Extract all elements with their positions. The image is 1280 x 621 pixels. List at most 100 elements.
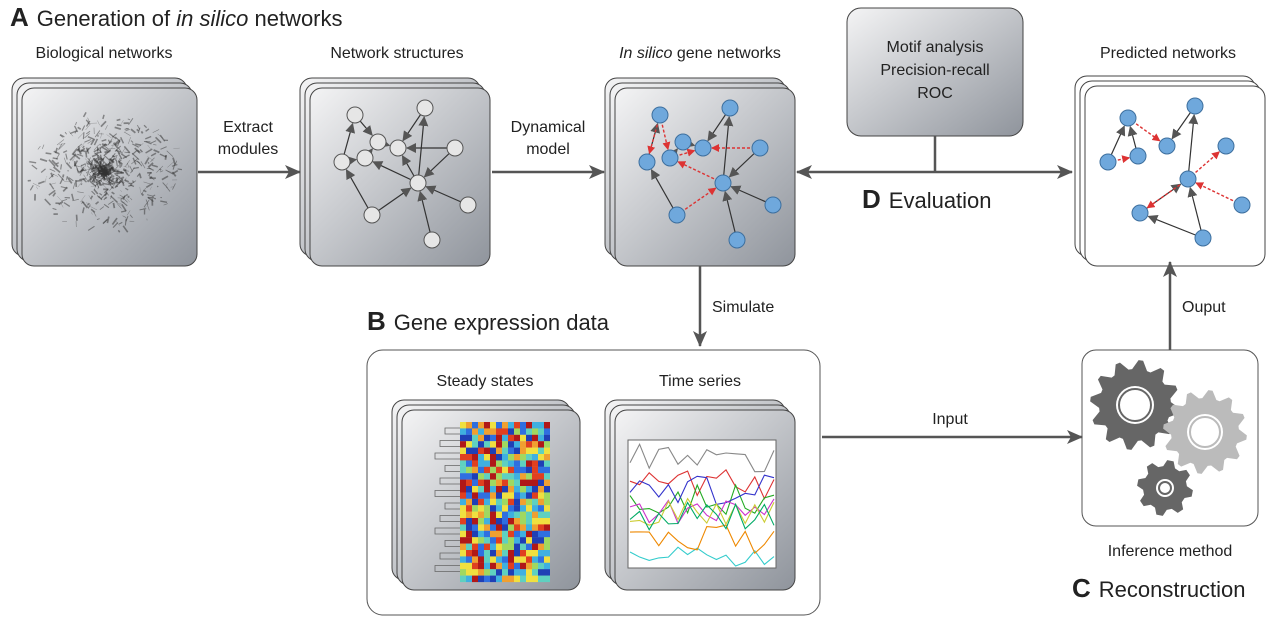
heat-cell (490, 556, 496, 563)
dendrogram (439, 552, 460, 560)
heat-cell (496, 422, 502, 429)
heat-cell (466, 537, 472, 544)
heat-cell (490, 422, 496, 429)
heat-cell (460, 524, 466, 531)
heat-cell (472, 524, 478, 531)
heat-cell (526, 518, 532, 525)
letter: D (862, 184, 881, 214)
blob (77, 191, 84, 194)
blob (97, 148, 99, 156)
blob (111, 144, 114, 147)
blob (134, 159, 141, 164)
blob (117, 171, 124, 175)
blob (90, 159, 94, 168)
heat-cell (496, 460, 502, 467)
blob (77, 181, 83, 188)
heat-cell (496, 530, 502, 538)
blob (62, 174, 65, 178)
heat-cell (472, 530, 478, 538)
blob (123, 166, 128, 168)
arrow-label: Dynamical (511, 119, 586, 136)
heat-cell (466, 479, 472, 487)
blob (172, 157, 176, 165)
heat-cell (490, 511, 496, 519)
heat-cell (496, 524, 502, 531)
blob (140, 192, 145, 197)
card (1084, 85, 1266, 267)
blob (123, 131, 131, 136)
blob (147, 156, 154, 161)
node (668, 206, 686, 224)
node (1186, 97, 1204, 115)
heat-cell (532, 550, 538, 557)
blob (49, 168, 56, 172)
edge (345, 168, 373, 216)
blob (104, 149, 112, 154)
heat-cell (508, 569, 514, 576)
edge (1187, 186, 1204, 239)
blob (82, 178, 87, 183)
blob (44, 198, 52, 206)
blob (95, 157, 101, 164)
heat-cell (538, 479, 544, 487)
blob (131, 143, 139, 148)
heat-cell (544, 447, 550, 455)
blob (68, 131, 74, 137)
heat-cell (532, 575, 538, 583)
heat-cell (508, 550, 514, 557)
panel-label: In silico gene networks (619, 45, 781, 62)
heat-cell (520, 466, 526, 474)
blob (149, 186, 152, 190)
arrow-label: model (526, 141, 570, 158)
dendrogram (444, 427, 460, 435)
blob (110, 186, 114, 189)
blob (162, 182, 168, 189)
blob (48, 189, 56, 196)
blob (104, 196, 108, 200)
heat-cell (532, 530, 538, 538)
heat-cell (508, 473, 514, 480)
heat-cell (460, 511, 466, 519)
heat-cell (532, 511, 538, 519)
blob (165, 169, 173, 174)
blob (66, 175, 73, 184)
series-line (629, 474, 775, 506)
section-d-title: D Evaluation (862, 184, 992, 214)
heat-cell (478, 524, 484, 531)
blob (65, 162, 73, 170)
blob (31, 164, 38, 170)
blob (64, 131, 67, 135)
blob (116, 124, 122, 127)
blob (139, 208, 147, 211)
heat-cell (508, 562, 514, 570)
series-line (629, 524, 775, 555)
heat-cell (538, 454, 544, 461)
metric: ROC (917, 85, 953, 102)
heat-cell (514, 498, 520, 506)
blob (48, 173, 55, 180)
card (614, 87, 796, 267)
heat-cell (472, 460, 478, 467)
blob (130, 128, 136, 134)
blob (103, 145, 110, 151)
node (694, 139, 712, 157)
heat-cell (484, 454, 490, 461)
gear-ring (1118, 388, 1152, 422)
heat-cell (508, 466, 514, 474)
blob (163, 203, 168, 206)
blob (94, 152, 100, 157)
heat-cell (526, 441, 532, 448)
blob (29, 185, 34, 191)
heat-cell (460, 441, 466, 448)
blob (85, 123, 91, 131)
blob (97, 186, 99, 190)
heat-cell (472, 486, 478, 493)
heat-cell (472, 556, 478, 563)
heat-cell (478, 428, 484, 435)
heat-cell (484, 447, 490, 455)
heat-cell (502, 524, 508, 531)
heat-cell (496, 537, 502, 544)
heat-cell (532, 569, 538, 576)
heat-cell (544, 486, 550, 493)
heat-cell (472, 537, 478, 544)
